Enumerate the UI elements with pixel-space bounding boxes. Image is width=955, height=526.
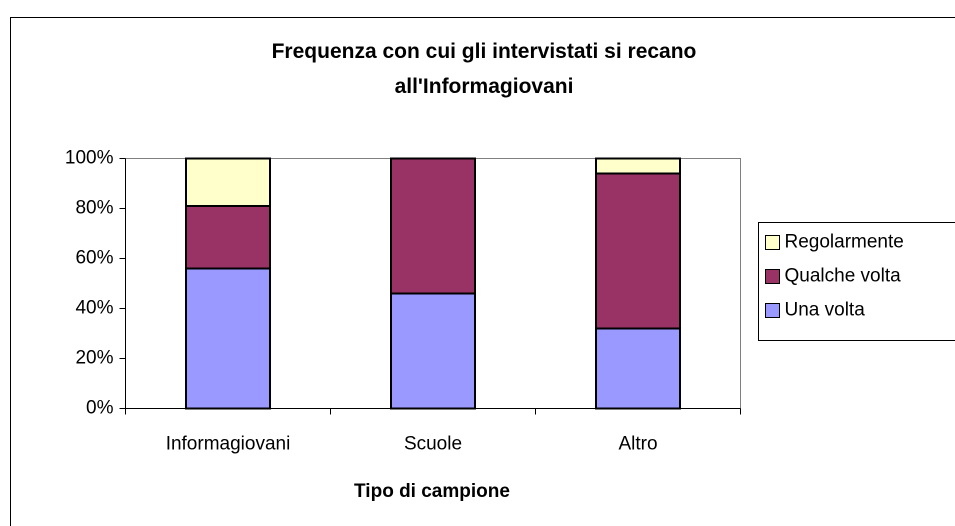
y-tick-label: 20% (75, 348, 113, 369)
legend-swatch (765, 303, 780, 318)
legend-label: Una volta (785, 300, 866, 321)
y-tick-label: 100% (65, 148, 114, 169)
x-tick-label: Informagiovani (166, 434, 291, 455)
bar-segment (595, 327, 681, 410)
y-tick-label: 40% (75, 298, 113, 319)
bar-segment (390, 157, 476, 295)
bar-segment (595, 157, 681, 175)
legend-swatch (765, 235, 780, 250)
bar-segment (595, 172, 681, 330)
y-tick-label: 60% (75, 248, 113, 269)
bar-segment (185, 205, 271, 270)
x-tick-label: Scuole (404, 434, 462, 455)
legend-box (758, 222, 955, 341)
bar-segment (185, 267, 271, 410)
legend-label: Qualche volta (785, 266, 902, 287)
x-axis-title: Tipo di campione (354, 481, 510, 502)
legend-label: Regolarmente (785, 232, 904, 253)
y-tick-label: 0% (86, 398, 114, 419)
legend-swatch (765, 269, 780, 284)
x-tick-label: Altro (618, 434, 657, 455)
chart-title: Frequenza con cui gli intervistati si re… (271, 40, 697, 98)
bar-segment (185, 157, 271, 207)
y-tick-label: 80% (75, 198, 113, 219)
bar-segment (390, 292, 476, 410)
